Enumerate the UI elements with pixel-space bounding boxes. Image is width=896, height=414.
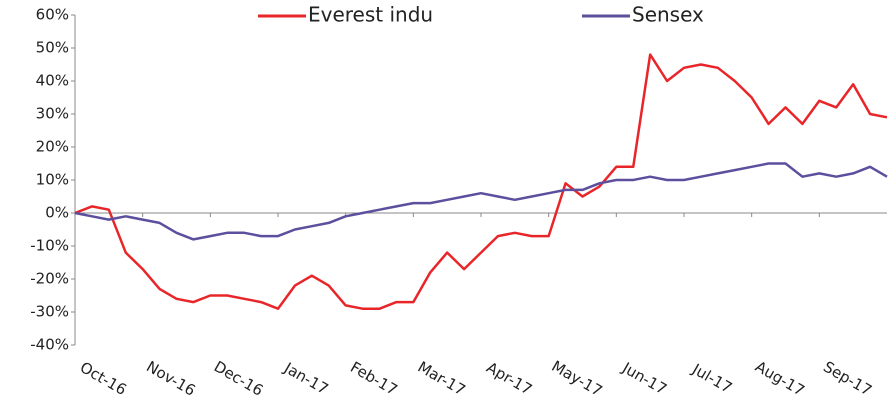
y-tick-label: 10% [36,171,69,189]
line-series [74,162,888,241]
legend-label: Everest indu [308,3,433,27]
y-tick-label: -30% [30,303,69,321]
x-tick-label: Jul-17 [688,360,735,397]
y-tick-label: 0% [45,204,69,222]
x-tick-label: Apr-17 [483,358,535,398]
y-tick-label: -20% [30,270,69,288]
y-tick-label: -40% [30,336,69,354]
x-tick-label: Feb-17 [347,358,400,399]
x-tick-label: Jun-17 [618,358,669,398]
x-tick-label: Jan-17 [280,358,331,398]
y-tick-label: 20% [36,138,69,156]
line-series [74,53,888,310]
y-tick-label: 40% [36,72,69,90]
y-tick-label: 50% [36,39,69,57]
x-tick-label: Dec-16 [211,357,266,399]
y-tick-label: -10% [30,237,69,255]
y-tick-label: 60% [36,6,69,24]
x-tick-label: Oct-16 [77,358,130,399]
x-tick-label: May-17 [548,357,605,400]
legend-label: Sensex [632,3,704,27]
x-tick-label: Aug-17 [752,357,808,399]
x-tick-label: Mar-17 [415,358,469,400]
x-tick-label: Nov-16 [143,357,198,399]
x-tick-label: Sep-17 [820,358,875,400]
y-tick-label: 30% [36,105,69,123]
